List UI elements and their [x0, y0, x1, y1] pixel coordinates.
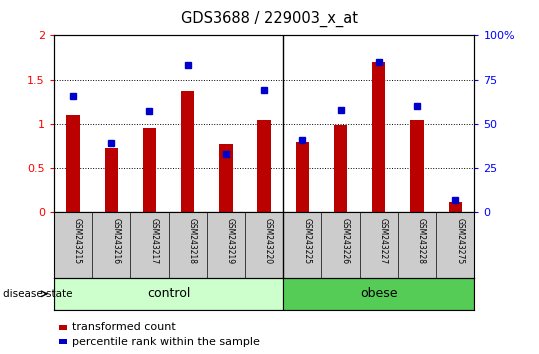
Bar	[143, 128, 156, 212]
Text: GSM243219: GSM243219	[226, 218, 235, 264]
Bar	[54, 278, 283, 310]
Bar	[283, 278, 474, 310]
Bar	[295, 142, 309, 212]
Text: transformed count: transformed count	[72, 322, 176, 332]
Text: obese: obese	[360, 287, 398, 300]
Bar	[410, 120, 424, 212]
Text: GSM243275: GSM243275	[455, 218, 464, 264]
Bar	[219, 144, 233, 212]
Bar	[105, 148, 118, 212]
Text: GSM243227: GSM243227	[379, 218, 388, 264]
Bar	[372, 62, 385, 212]
Text: GSM243228: GSM243228	[417, 218, 426, 264]
Bar	[258, 120, 271, 212]
Bar	[448, 202, 462, 212]
Bar	[334, 125, 347, 212]
Bar	[59, 339, 67, 344]
Text: GSM243226: GSM243226	[341, 218, 350, 264]
Text: GDS3688 / 229003_x_at: GDS3688 / 229003_x_at	[181, 11, 358, 27]
Bar	[66, 115, 80, 212]
Bar	[181, 91, 195, 212]
Text: GSM243220: GSM243220	[264, 218, 273, 264]
Text: GSM243217: GSM243217	[149, 218, 158, 264]
Text: GSM243225: GSM243225	[302, 218, 312, 264]
Text: disease state: disease state	[3, 289, 72, 299]
Text: GSM243215: GSM243215	[73, 218, 82, 264]
Text: GSM243218: GSM243218	[188, 218, 197, 264]
Text: percentile rank within the sample: percentile rank within the sample	[72, 337, 260, 347]
Bar	[59, 325, 67, 330]
Text: GSM243216: GSM243216	[111, 218, 120, 264]
Text: control: control	[147, 287, 190, 300]
